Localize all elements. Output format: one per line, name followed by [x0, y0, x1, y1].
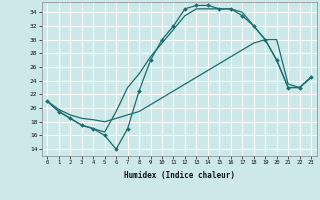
- X-axis label: Humidex (Indice chaleur): Humidex (Indice chaleur): [124, 171, 235, 180]
